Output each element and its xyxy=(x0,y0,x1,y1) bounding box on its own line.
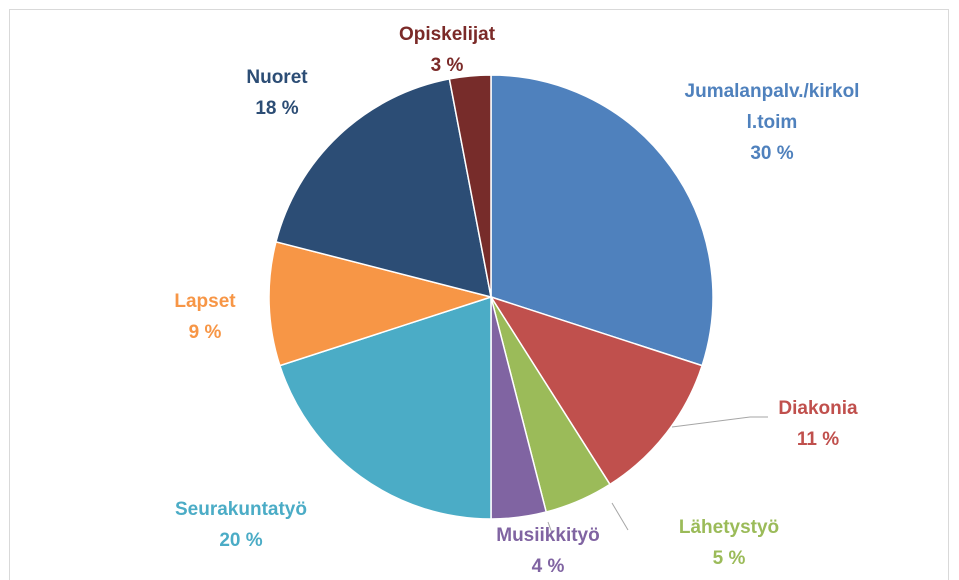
value-label: 30 % xyxy=(750,143,794,164)
value-label: 18 % xyxy=(255,98,299,119)
value-label: 3 % xyxy=(430,55,464,76)
slice-label: Opiskelijat 3 % xyxy=(377,19,517,81)
category-label: Opiskelijat xyxy=(398,24,496,45)
leader-line xyxy=(611,502,629,531)
category-label: Musiikkityö xyxy=(496,525,600,546)
leader-line xyxy=(671,416,768,428)
value-label: 11 % xyxy=(796,429,840,450)
category-label: Lapset xyxy=(174,291,236,312)
pie-slice xyxy=(448,74,492,298)
value-label: 20 % xyxy=(219,530,263,551)
slice-label: Lapset 9 % xyxy=(145,286,265,348)
category-label: Lähetystyö xyxy=(678,517,780,538)
value-label: 9 % xyxy=(188,322,222,343)
pie-slice xyxy=(268,240,494,367)
category-label: Jumalanpalv./kirkoll.toim xyxy=(684,81,860,133)
slice-label: Nuoret 18 % xyxy=(217,62,337,124)
pie-slice xyxy=(489,295,704,486)
pie-slice xyxy=(278,295,492,520)
category-label: Diakonia xyxy=(778,398,858,419)
value-label: 4 % xyxy=(531,556,565,577)
value-label: 5 % xyxy=(712,548,746,569)
slice-label: Lähetystyö 5 % xyxy=(659,512,799,574)
chart-frame xyxy=(9,9,949,580)
slice-label: Seurakuntatyö 20 % xyxy=(151,494,331,556)
leader-line xyxy=(547,521,553,534)
slice-label: Diakonia 11 % xyxy=(758,393,878,455)
slice-label: Musiikkityö 4 % xyxy=(478,520,618,580)
slice-label: Jumalanpalv./kirkoll.toim 30 % xyxy=(685,76,860,169)
category-label: Seurakuntatyö xyxy=(175,499,307,520)
category-label: Nuoret xyxy=(246,67,308,88)
pie-slice xyxy=(275,78,492,299)
pie-slice xyxy=(490,74,714,367)
